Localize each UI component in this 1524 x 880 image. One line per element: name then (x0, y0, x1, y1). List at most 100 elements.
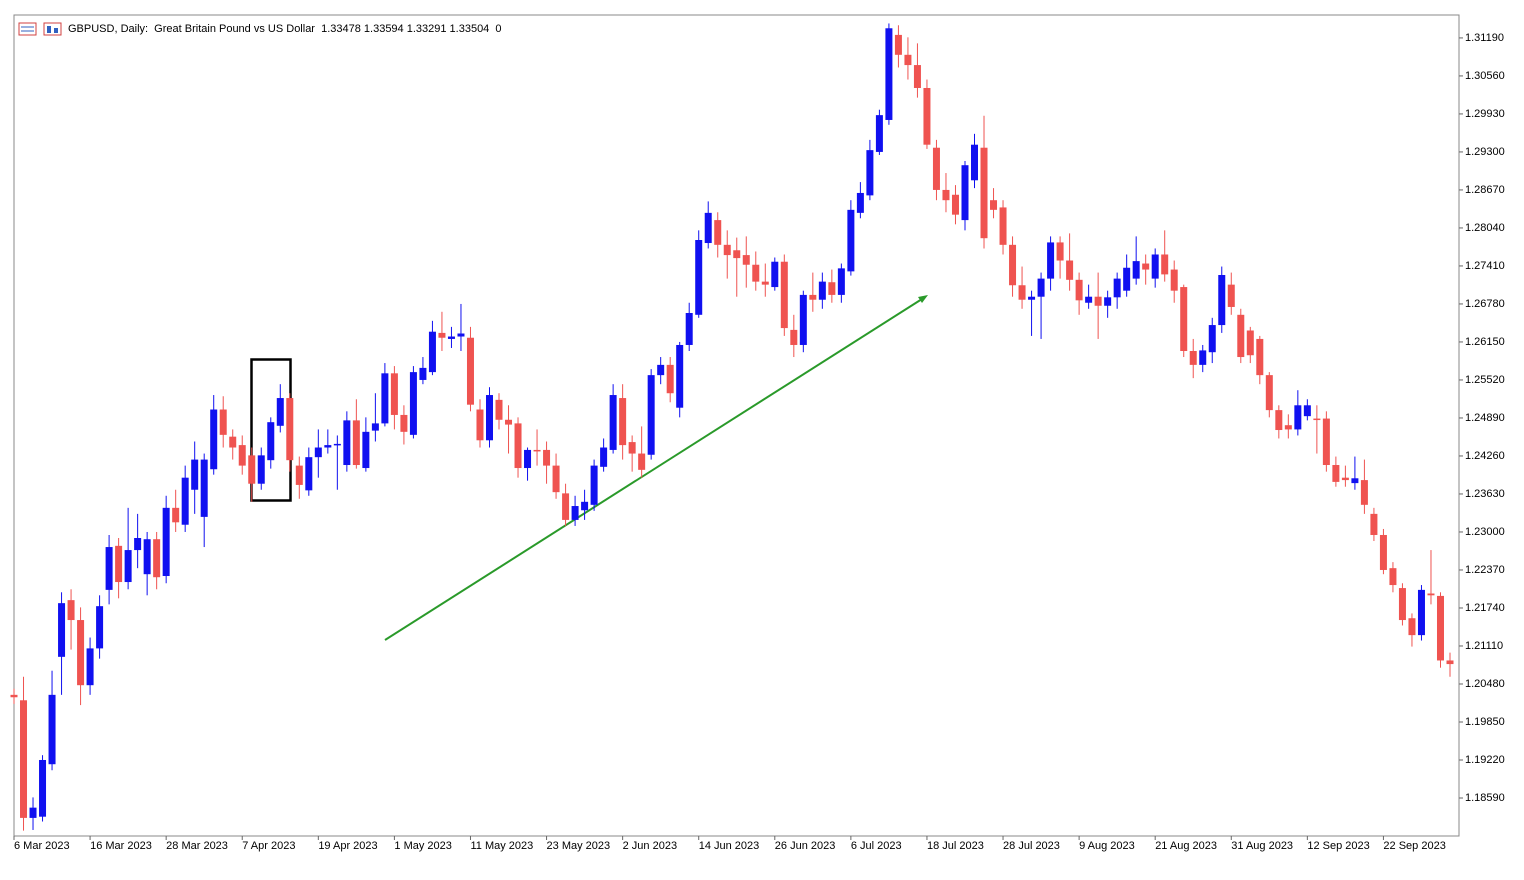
candle-body (457, 333, 465, 337)
candle-body (324, 445, 332, 448)
candle-body (524, 449, 532, 469)
candle-body (1123, 267, 1131, 291)
candle-body (200, 459, 208, 517)
candle-body (1018, 285, 1026, 300)
candle-body (600, 447, 608, 467)
candle-body (666, 364, 674, 394)
y-tick-label: 1.27410 (1465, 260, 1505, 272)
candle-body (638, 453, 646, 470)
candle-body (162, 507, 170, 577)
x-tick-label: 6 Jul 2023 (851, 840, 902, 852)
candle-body (657, 364, 665, 376)
candle-body (761, 281, 769, 285)
candle-body (609, 395, 617, 450)
candle-body (619, 398, 627, 446)
candle-body (932, 147, 940, 190)
x-tick-label: 26 Jun 2023 (775, 840, 836, 852)
y-tick-label: 1.23630 (1465, 488, 1505, 500)
candle-body (723, 244, 731, 256)
candle-body (771, 261, 779, 288)
candle-body (124, 550, 132, 583)
candle-body (1351, 478, 1359, 484)
y-tick-label: 1.26780 (1465, 298, 1505, 310)
candle-body (1370, 513, 1378, 535)
candle-body (48, 694, 56, 765)
candle-body (552, 465, 560, 493)
candle-body (1446, 660, 1454, 665)
candle-body (143, 539, 151, 575)
trend-line (384, 298, 923, 641)
candle-body (153, 539, 161, 578)
candle-body (1408, 618, 1416, 636)
candle-body (314, 447, 322, 458)
candle-body (191, 459, 199, 490)
candle-body (362, 431, 370, 469)
candle-body (305, 457, 313, 491)
y-tick-label: 1.21740 (1465, 602, 1505, 614)
plot-frame (13, 14, 1460, 837)
candle-body (276, 398, 284, 426)
y-tick-label: 1.24890 (1465, 412, 1505, 424)
candle-body (904, 54, 912, 66)
candle-body (1332, 465, 1340, 482)
candle-body (181, 477, 189, 525)
candle-body (923, 87, 931, 145)
candle-body (96, 606, 104, 649)
candle-body (980, 147, 988, 239)
candle-body (1056, 242, 1064, 261)
icon (43, 22, 62, 36)
candle-body (333, 443, 341, 446)
x-tick-label: 31 Aug 2023 (1231, 840, 1293, 852)
candle-body (400, 414, 408, 432)
candle-body (894, 34, 902, 55)
candle-body (476, 409, 484, 441)
candle-body (219, 409, 227, 435)
y-tick-label: 1.22370 (1465, 564, 1505, 576)
candle-body (999, 207, 1007, 245)
y-tick-label: 1.19220 (1465, 754, 1505, 766)
candle-body (628, 442, 636, 454)
candle-body (590, 465, 598, 505)
candle-body (866, 150, 874, 196)
candle-body (428, 331, 436, 373)
chart-title: GBPUSD, Daily: Great Britain Pound vs US… (68, 23, 502, 35)
candle-body (1246, 330, 1254, 356)
candle-body (875, 115, 883, 152)
candle-body (695, 240, 703, 315)
candle-body (543, 449, 551, 466)
candle-body (505, 419, 513, 425)
candle-body (647, 375, 655, 455)
toolbar-icons (18, 22, 62, 36)
candle-body (1417, 589, 1425, 636)
candle-body (105, 547, 113, 590)
candle-body (390, 373, 398, 415)
candle-body (685, 312, 693, 345)
icon (18, 22, 37, 36)
candle-body (1028, 296, 1036, 300)
candle-body (286, 398, 294, 461)
candle-body (1265, 375, 1273, 411)
candle-body (1132, 261, 1140, 279)
trend-arrowhead (918, 295, 928, 303)
candle-body (10, 694, 18, 698)
candle-body (1256, 338, 1264, 376)
candle-body (856, 192, 864, 213)
y-tick-label: 1.19850 (1465, 716, 1505, 728)
x-tick-label: 7 Apr 2023 (242, 840, 295, 852)
candle-body (1161, 254, 1169, 275)
y-tick-label: 1.29930 (1465, 108, 1505, 120)
candle-body (20, 700, 28, 818)
y-tick-label: 1.20480 (1465, 678, 1505, 690)
x-tick-label: 2 Jun 2023 (623, 840, 677, 852)
candle-body (990, 200, 998, 210)
candle-body (1284, 425, 1292, 430)
candle-body (571, 506, 579, 520)
candle-body (780, 261, 788, 329)
x-tick-label: 22 Sep 2023 (1383, 840, 1445, 852)
x-tick-label: 19 Apr 2023 (318, 840, 377, 852)
candle-body (961, 165, 969, 221)
candle-body (799, 294, 807, 345)
candle-body (1151, 254, 1159, 279)
y-tick-label: 1.18590 (1465, 792, 1505, 804)
candle-body (371, 423, 379, 431)
